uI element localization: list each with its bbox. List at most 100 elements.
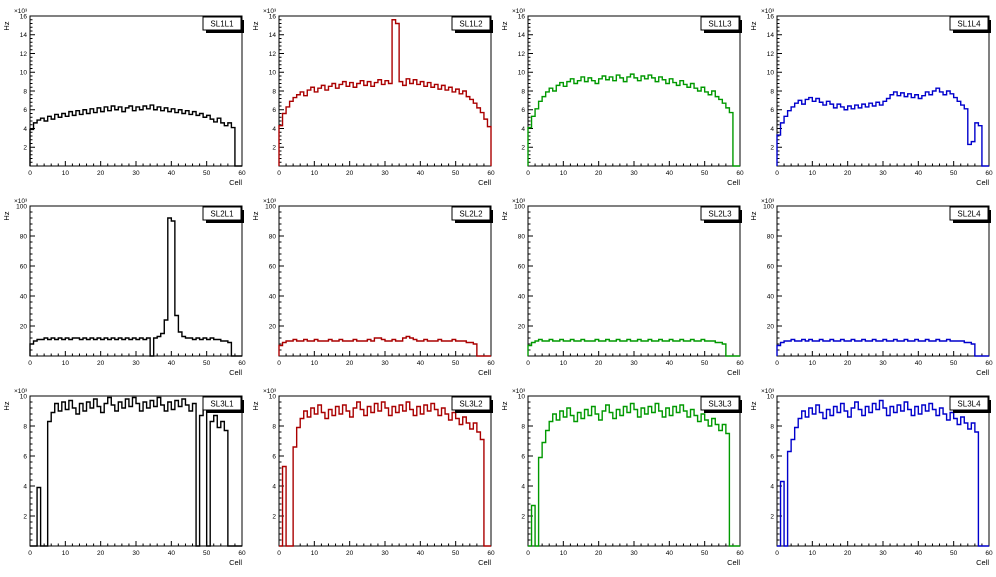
- x-tick-label: 60: [487, 360, 495, 367]
- histogram-panel-sl1l2: 0 10 20 30 40 50 60 2 4 6 8 10 12 14 16 Cell Hz ×10³ SL1L2: [249, 2, 498, 192]
- y-tick-label: 100: [514, 203, 525, 210]
- y-tick-label: 80: [767, 233, 775, 240]
- x-tick-label: 20: [595, 550, 603, 557]
- title-box: [451, 206, 491, 221]
- chart-svg-sl2l3: 0 10 20 30 40 50 60 20 40 60 80 100 Cell Hz×10³ SL2L3: [500, 198, 744, 377]
- y-tick-label: 60: [767, 263, 775, 270]
- x-tick-label: 50: [452, 170, 460, 177]
- y-tick-label: 2: [272, 513, 276, 520]
- y-tick-label: 6: [521, 107, 525, 114]
- histogram-line: [776, 87, 989, 167]
- y-axis-exponent: ×10³: [14, 388, 28, 395]
- x-tick-label: 10: [809, 550, 817, 557]
- x-tick-label: 20: [844, 170, 852, 177]
- histogram-line: [30, 396, 242, 547]
- x-axis-title: Cell: [727, 558, 740, 567]
- title-box: [700, 396, 740, 411]
- y-tick-label: 12: [518, 51, 526, 58]
- x-tick-label: 50: [701, 170, 709, 177]
- histogram-panel-sl2l4: 0 10 20 30 40 50 60 20 40 60 80 100 Cell Hz ×10³ SL2L4: [747, 192, 996, 382]
- y-tick-label: 16: [20, 13, 28, 20]
- x-tick-label: 0: [277, 360, 281, 367]
- x-tick-label: 10: [560, 550, 568, 557]
- x-tick-label: 20: [97, 550, 105, 557]
- histogram-line: [278, 19, 492, 166]
- histogram-panel-sl3l3: 0 10 20 30 40 50 60 2 4 6 8 10 Cell Hz ×10³ SL3L3: [498, 382, 747, 572]
- x-tick-label: 50: [452, 360, 460, 367]
- panel-title: SL1L2: [459, 20, 483, 29]
- y-tick-label: 14: [518, 32, 526, 39]
- x-tick-label: 0: [775, 550, 779, 557]
- chart-svg-sl2l2: 0 10 20 30 40 50 60 20 40 60 80 100 Cell Hz×10³ SL2L2: [251, 198, 495, 377]
- x-tick-label: 10: [560, 360, 568, 367]
- x-axis-title: Cell: [478, 368, 491, 377]
- x-axis-title: Cell: [727, 368, 740, 377]
- y-tick-label: 8: [770, 88, 774, 95]
- panel-title: SL1L1: [210, 20, 234, 29]
- y-tick-label: 10: [20, 70, 28, 77]
- y-tick-label: 10: [767, 70, 775, 77]
- histogram-line: [527, 338, 740, 357]
- y-axis-exponent: ×10³: [263, 198, 277, 205]
- histogram-panel-sl3l2: 0 10 20 30 40 50 60 2 4 6 8 10 Cell Hz ×10³ SL3L2: [249, 382, 498, 572]
- x-tick-label: 20: [595, 360, 603, 367]
- x-tick-label: 0: [526, 170, 530, 177]
- x-tick-label: 30: [381, 360, 389, 367]
- y-tick-label: 6: [272, 107, 276, 114]
- y-tick-label: 60: [518, 263, 526, 270]
- y-tick-label: 4: [272, 126, 276, 133]
- y-tick-label: 10: [518, 393, 526, 400]
- y-tick-label: 8: [770, 423, 774, 430]
- y-tick-label: 14: [767, 32, 775, 39]
- x-tick-label: 10: [311, 550, 319, 557]
- y-tick-label: 2: [521, 145, 525, 152]
- x-tick-label: 30: [381, 550, 389, 557]
- x-tick-label: 30: [132, 360, 140, 367]
- y-tick-label: 14: [269, 32, 277, 39]
- histogram-line: [776, 338, 989, 357]
- chart-svg-sl1l1: 0 10 20 30 40 50 60 2 4 6 8 10 12 14 16 Cell Hz×10³ SL1L1: [2, 8, 246, 187]
- x-tick-label: 10: [62, 360, 70, 367]
- y-tick-label: 14: [20, 32, 28, 39]
- y-tick-label: 6: [272, 453, 276, 460]
- histogram-line: [29, 217, 242, 357]
- x-tick-label: 0: [277, 550, 281, 557]
- panel-title: SL2L1: [210, 210, 234, 219]
- y-tick-label: 12: [767, 51, 775, 58]
- x-tick-label: 30: [630, 360, 638, 367]
- chart-svg-sl3l2: 0 10 20 30 40 50 60 2 4 6 8 10 Cell Hz×10³ SL3L2: [251, 388, 495, 567]
- y-tick-label: 8: [272, 423, 276, 430]
- x-tick-label: 30: [132, 170, 140, 177]
- panel-title: SL3L3: [708, 400, 732, 409]
- y-axis-title: Hz: [500, 21, 509, 30]
- x-tick-label: 60: [736, 170, 744, 177]
- x-tick-label: 60: [238, 360, 246, 367]
- x-tick-label: 50: [701, 360, 709, 367]
- y-tick-label: 100: [763, 203, 774, 210]
- plot-frame: [278, 205, 492, 357]
- y-axis-exponent: ×10³: [761, 8, 775, 15]
- y-tick-label: 2: [23, 145, 27, 152]
- x-axis-title: Cell: [976, 558, 989, 567]
- y-tick-label: 16: [518, 13, 526, 20]
- panel-title: SL1L4: [957, 20, 981, 29]
- x-tick-label: 40: [666, 550, 674, 557]
- panel-title: SL3L4: [957, 400, 981, 409]
- x-tick-label: 40: [417, 360, 425, 367]
- x-tick-label: 40: [168, 360, 176, 367]
- histogram-panel-sl1l3: 0 10 20 30 40 50 60 2 4 6 8 10 12 14 16 Cell Hz ×10³ SL1L3: [498, 2, 747, 192]
- chart-svg-sl2l4: 0 10 20 30 40 50 60 20 40 60 80 100 Cell Hz×10³ SL2L4: [749, 198, 993, 377]
- histogram-panel-sl3l1: 0 10 20 30 40 50 60 2 4 6 8 10 Cell Hz ×10³ SL3L1: [0, 382, 249, 572]
- plot-frame: [29, 15, 243, 167]
- y-axis-exponent: ×10³: [512, 198, 526, 205]
- x-tick-label: 30: [879, 170, 887, 177]
- y-tick-label: 12: [269, 51, 277, 58]
- panel-title: SL2L2: [459, 210, 483, 219]
- y-tick-label: 16: [767, 13, 775, 20]
- y-axis-exponent: ×10³: [761, 388, 775, 395]
- plot-frame: [527, 205, 741, 357]
- x-tick-label: 0: [28, 360, 32, 367]
- x-tick-label: 40: [168, 550, 176, 557]
- x-tick-label: 20: [346, 170, 354, 177]
